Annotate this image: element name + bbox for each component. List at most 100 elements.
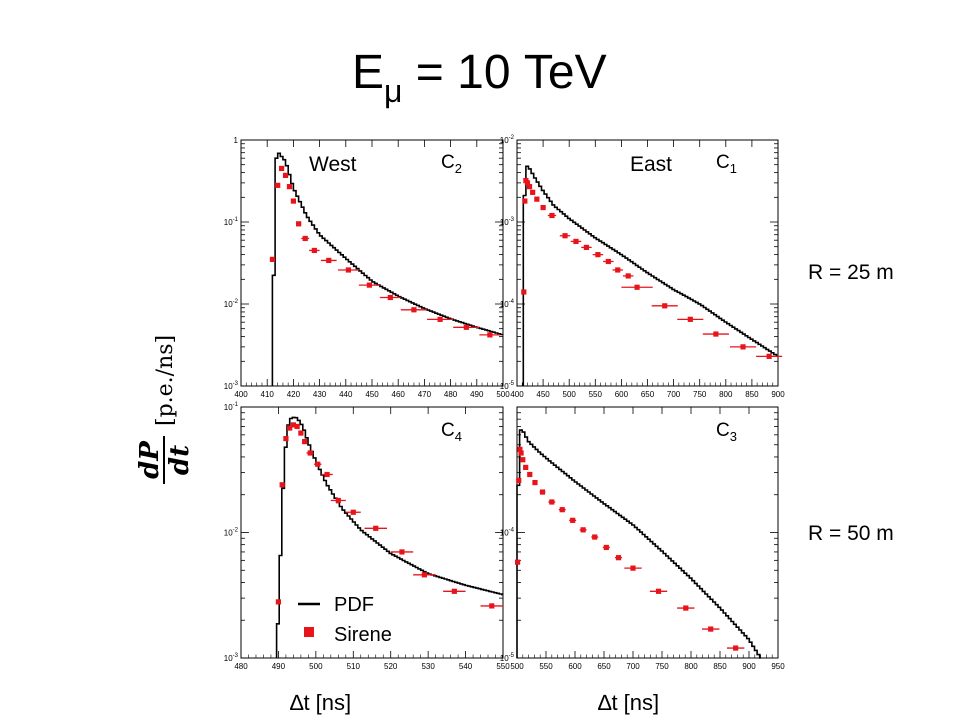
x-tick-label: 800 (719, 390, 733, 399)
x-tick-label: 480 (234, 662, 248, 671)
x-tick-label: 520 (384, 662, 398, 671)
legend: PDF Sirene (298, 594, 392, 646)
ylabel-fraction-num: dP (135, 440, 165, 479)
sirene-point (625, 273, 631, 279)
x-tick-label: 650 (641, 390, 655, 399)
sirene-point (269, 256, 276, 262)
sirene-point (683, 605, 689, 611)
sirene-point (350, 509, 356, 515)
sirene-point (286, 184, 293, 190)
x-tick-label: 500 (510, 662, 524, 671)
x-tick-label: 850 (745, 390, 759, 399)
x-tick-label: 400 (510, 390, 524, 399)
sirene-point (708, 626, 714, 632)
plot-frame (516, 139, 779, 387)
sirene-point (630, 565, 636, 571)
sirene-point (655, 588, 662, 594)
sirene-point (311, 247, 317, 254)
sirene-point (517, 446, 523, 452)
panel-tag: C1 (716, 152, 737, 176)
sirene-point (451, 588, 457, 594)
sirene-point (516, 477, 522, 484)
sirene-point (437, 316, 443, 322)
x-tick-label: 510 (347, 662, 361, 671)
sirene-point (530, 189, 536, 195)
x-tick-label: 470 (418, 390, 432, 399)
sirene-point (634, 284, 640, 290)
sirene-point (463, 324, 469, 330)
x-tick-label: 490 (272, 662, 286, 671)
x-tick-label: 400 (234, 390, 248, 399)
title-subscript: μ (384, 73, 402, 109)
sirene-point (315, 461, 321, 467)
sirene-point (526, 184, 533, 190)
sirene-point (307, 450, 313, 456)
x-tick-label: 750 (693, 390, 707, 399)
pdf-curve (271, 152, 503, 386)
x-tick-label: 800 (684, 662, 698, 671)
x-tick-label: 600 (615, 390, 629, 399)
pdf-curve (275, 416, 503, 658)
sirene-point (294, 423, 300, 430)
ylabel-unit: [p.e./ns] (153, 335, 178, 426)
sirene-point (421, 572, 427, 578)
legend-sirene-swatch (304, 627, 314, 637)
sirene-point (740, 344, 746, 350)
sirene-point (662, 303, 668, 309)
sirene-point (527, 471, 533, 478)
x-tick-label: 900 (742, 662, 756, 671)
y-axis-label: dP dt [p.e./ns] (135, 335, 195, 484)
y-tick-label: 10-3 (224, 381, 239, 391)
sirene-point (549, 212, 555, 219)
y-tick-label: 10-5 (500, 381, 515, 391)
sirene-point (287, 425, 293, 431)
sirene-point (296, 221, 302, 227)
x-tick-label: 700 (626, 662, 640, 671)
legend-pdf-label: PDF (334, 594, 374, 616)
x-tick-label: 500 (496, 390, 510, 399)
sirene-point (523, 464, 529, 471)
x-tick-label: 550 (539, 662, 553, 671)
pdf-curve (516, 429, 761, 659)
panel-side-label: East (630, 153, 672, 176)
sirene-point (290, 198, 296, 204)
sirene-point (603, 544, 609, 551)
sirene-point (580, 527, 586, 533)
sirene-point (279, 165, 285, 172)
sirene-point (615, 555, 622, 561)
sirene-point (411, 307, 417, 313)
sirene-point (366, 282, 372, 288)
x-tick-label: 550 (589, 390, 603, 399)
y-tick-label: 10-4 (500, 299, 515, 309)
sirene-point (275, 182, 281, 188)
sirene-point (549, 499, 555, 505)
x-tick-label: 650 (597, 662, 611, 671)
x-tick-label: 440 (339, 390, 353, 399)
sirene-point (399, 549, 405, 555)
x-tick-label: 530 (421, 662, 435, 671)
ylabel-fraction-den: dt (165, 445, 195, 475)
sirene-point (518, 450, 524, 456)
panel-tag: C2 (441, 152, 462, 176)
y-tick-label: 10-1 (224, 217, 239, 227)
panel-bottom-left: 480 490 500 510 520 530 540 550 10-1 10-2 10-3 C4 (224, 402, 510, 671)
y-tick-label: 10-3 (224, 653, 239, 663)
x-tick-label: 420 (287, 390, 301, 399)
sirene-point (298, 430, 304, 436)
y-tick-label: 10-5 (500, 653, 515, 663)
x-tick-label: 850 (713, 662, 727, 671)
sirene-point (559, 507, 565, 513)
x-tick-label: 450 (536, 390, 550, 399)
row-label-r50: R = 50 m (808, 522, 894, 545)
panel-tag: C4 (441, 420, 462, 444)
sirene-point (335, 497, 341, 504)
sirene-point (534, 196, 540, 202)
sirene-point (282, 172, 289, 179)
plot-frame (240, 139, 504, 387)
sirene-point (573, 238, 579, 244)
y-tick-label: 10-2 (224, 528, 239, 538)
sirene-point (514, 559, 521, 565)
sirene-point (275, 599, 282, 605)
sirene-point (290, 422, 296, 428)
y-tick-label: 10-1 (224, 402, 239, 412)
